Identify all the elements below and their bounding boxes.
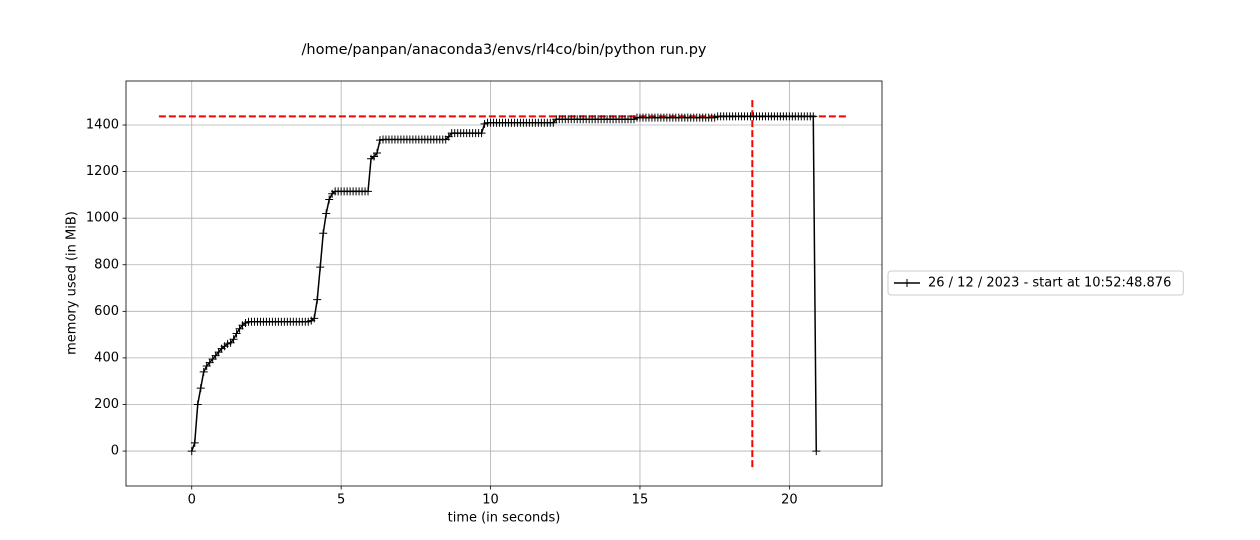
x-tick-label: 20 — [781, 493, 798, 508]
data-point — [322, 209, 331, 218]
y-tick-label: 600 — [94, 304, 119, 319]
y-axis-label: memory used (in MiB) — [65, 211, 80, 355]
y-tick-label: 200 — [94, 397, 119, 412]
data-point — [373, 148, 382, 157]
x-axis-label: time (in seconds) — [448, 511, 561, 526]
data-point — [812, 447, 821, 456]
data-point — [193, 400, 202, 409]
data-point — [313, 295, 322, 304]
x-tick-label: 5 — [337, 493, 345, 508]
data-point — [199, 367, 208, 376]
x-tick-label: 10 — [482, 493, 499, 508]
data-point — [187, 447, 196, 456]
chart-title: /home/panpan/anaconda3/envs/rl4co/bin/py… — [302, 42, 707, 58]
y-tick-label: 800 — [94, 257, 119, 272]
data-point — [477, 129, 486, 138]
y-tick-label: 400 — [94, 350, 119, 365]
plot-frame — [125, 80, 883, 487]
y-tick-label: 0 — [111, 444, 119, 459]
data-point — [232, 329, 241, 338]
x-tick-label: 15 — [632, 493, 649, 508]
y-tick-label: 1400 — [86, 118, 119, 133]
data-point — [809, 112, 818, 121]
legend-label: 26 / 12 / 2023 - start at 10:52:48.876 — [928, 276, 1171, 291]
data-point — [316, 263, 325, 272]
data-point — [229, 335, 238, 344]
data-point — [196, 384, 205, 393]
data-point — [325, 195, 334, 204]
data-point — [364, 187, 373, 196]
legend-marker — [903, 279, 911, 287]
data-point — [319, 229, 328, 238]
legend-box — [887, 270, 1184, 296]
y-tick-label: 1000 — [86, 211, 119, 226]
data-point — [310, 314, 319, 323]
y-tick-label: 1200 — [86, 164, 119, 179]
x-tick-label: 0 — [188, 493, 196, 508]
data-point — [190, 438, 199, 447]
